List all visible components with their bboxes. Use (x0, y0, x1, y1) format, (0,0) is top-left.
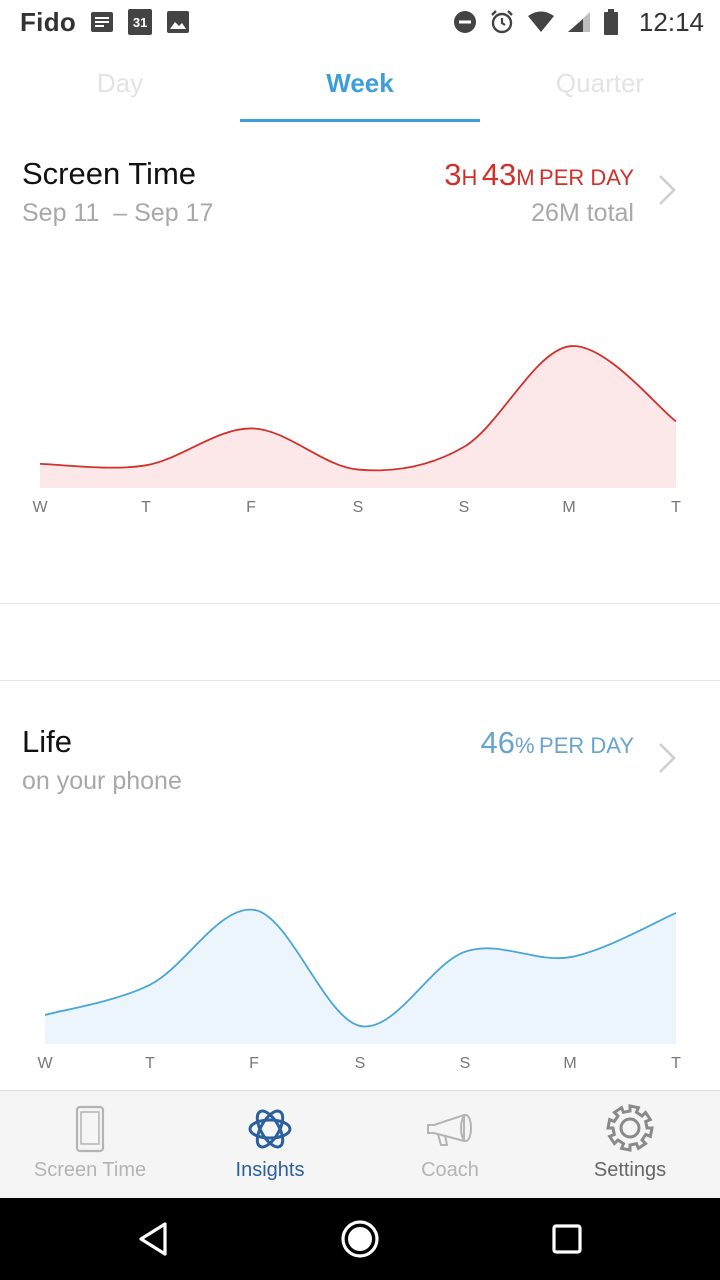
screen-time-area (40, 345, 676, 488)
percent-value: 46 (480, 725, 516, 760)
back-icon[interactable] (131, 1216, 177, 1262)
clock: 12:14 (638, 6, 704, 37)
life-title: Life (22, 724, 72, 759)
x-tick-label: M (562, 499, 576, 516)
hours-value: 3 (444, 157, 462, 192)
life-per-day-label: PER DAY (539, 733, 634, 758)
recents-icon[interactable] (544, 1216, 590, 1262)
system-nav-bar (0, 1198, 720, 1280)
life-average: 46% PER DAY (481, 725, 634, 761)
x-tick-label: S (354, 1055, 366, 1072)
x-tick-label: T (671, 499, 681, 516)
x-tick-label: T (145, 1055, 155, 1072)
x-tick-label: T (671, 1055, 681, 1072)
x-tick-label: W (37, 1055, 53, 1072)
calendar-icon: 31 (128, 9, 153, 35)
image-icon (167, 11, 190, 33)
hours-unit: H (461, 165, 478, 190)
chevron-right-icon[interactable] (656, 172, 678, 208)
tab-week[interactable]: Week (240, 54, 480, 124)
screen-time-total: 26M total (531, 199, 634, 227)
divider-top (0, 603, 720, 604)
minutes-value: 43 (481, 157, 517, 192)
life-chart (44, 908, 677, 1044)
divider-bottom (0, 680, 720, 681)
screen-time-title: Screen Time (22, 156, 197, 191)
x-tick-label: S (352, 499, 364, 516)
minutes-unit: M (516, 165, 535, 190)
x-tick-label: S (458, 499, 470, 516)
insights-icon (248, 1109, 292, 1149)
life-subtitle: on your phone (22, 767, 182, 795)
x-tick-label: F (249, 1055, 259, 1072)
x-tick-label: M (563, 1055, 577, 1072)
life-line (44, 908, 677, 1028)
period-tabs: Day Week Quarter (0, 54, 720, 124)
per-day-label: PER DAY (539, 165, 634, 190)
nav-screen-time-label: Screen Time (33, 1159, 147, 1181)
screen-time-line (39, 345, 677, 472)
x-tick-label: W (32, 499, 48, 516)
home-icon[interactable] (337, 1216, 383, 1262)
status-bar: Fido 31 (0, 0, 720, 44)
tab-day[interactable]: Day (96, 68, 144, 98)
nav-coach[interactable]: Coach (360, 1091, 540, 1199)
signal-icon (567, 12, 590, 32)
screen-time-date-range: Sep 11 – Sep 17 (22, 199, 214, 227)
nav-coach-label: Coach (421, 1159, 479, 1181)
nav-settings-label: Settings (593, 1159, 667, 1181)
x-tick-label: T (141, 499, 151, 516)
calendar-day: 31 (132, 15, 148, 30)
nav-insights[interactable]: Insights (180, 1091, 360, 1199)
notes-icon (91, 12, 114, 32)
alarm-icon (491, 10, 513, 34)
x-tick-label: F (246, 499, 256, 516)
percent-unit: % (515, 733, 535, 758)
phone-icon (75, 1105, 105, 1153)
chevron-right-icon[interactable] (656, 740, 678, 776)
nav-settings[interactable]: Settings (540, 1091, 720, 1199)
tab-quarter[interactable]: Quarter (555, 68, 645, 98)
screen-time-card[interactable]: Screen Time Sep 11 – Sep 17 3H 43M PER D… (0, 0, 720, 600)
bottom-nav: Screen Time Insights Coach Settings (0, 1090, 720, 1198)
carrier-name: Fido (20, 6, 77, 37)
battery-icon (603, 9, 618, 35)
megaphone-icon (427, 1113, 472, 1146)
do-not-disturb-icon (453, 11, 476, 33)
x-tick-label: S (459, 1055, 471, 1072)
nav-insights-label: Insights (235, 1159, 305, 1181)
gear-icon (606, 1104, 654, 1152)
wifi-icon (527, 11, 554, 32)
screen-time-average: 3H 43M PER DAY (444, 157, 634, 193)
life-area (45, 909, 676, 1044)
screen-time-chart (39, 345, 677, 488)
nav-screen-time[interactable]: Screen Time (0, 1091, 180, 1199)
